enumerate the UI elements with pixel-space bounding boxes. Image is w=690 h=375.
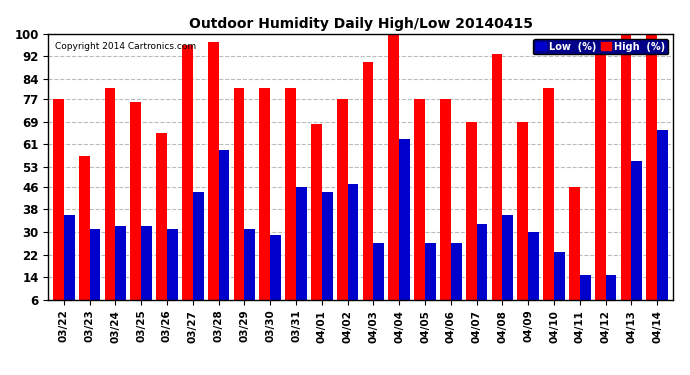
Bar bbox=[477, 224, 487, 317]
Bar bbox=[337, 99, 348, 317]
Bar bbox=[466, 122, 477, 317]
Bar bbox=[182, 45, 193, 317]
Bar bbox=[414, 99, 425, 317]
Legend: Low  (%), High  (%): Low (%), High (%) bbox=[533, 39, 668, 54]
Bar bbox=[63, 215, 75, 317]
Title: Outdoor Humidity Daily High/Low 20140415: Outdoor Humidity Daily High/Low 20140415 bbox=[188, 17, 533, 31]
Bar bbox=[425, 243, 436, 317]
Bar bbox=[244, 229, 255, 317]
Bar bbox=[141, 226, 152, 317]
Bar bbox=[647, 34, 658, 317]
Bar bbox=[658, 130, 668, 317]
Bar bbox=[362, 62, 373, 317]
Bar bbox=[400, 138, 410, 317]
Bar bbox=[620, 34, 631, 317]
Bar bbox=[296, 187, 307, 317]
Bar bbox=[554, 252, 565, 317]
Bar bbox=[518, 122, 529, 317]
Bar bbox=[373, 243, 384, 317]
Bar bbox=[156, 133, 167, 317]
Bar bbox=[311, 124, 322, 317]
Bar bbox=[569, 187, 580, 317]
Bar bbox=[90, 229, 101, 317]
Bar bbox=[529, 232, 539, 317]
Bar bbox=[451, 243, 462, 317]
Bar bbox=[234, 88, 244, 317]
Bar bbox=[115, 226, 126, 317]
Bar bbox=[167, 229, 178, 317]
Bar bbox=[491, 54, 502, 317]
Bar bbox=[270, 235, 281, 317]
Bar bbox=[440, 99, 451, 317]
Bar bbox=[595, 45, 606, 317]
Bar bbox=[259, 88, 270, 317]
Bar bbox=[208, 42, 219, 317]
Bar bbox=[322, 192, 333, 317]
Bar bbox=[285, 88, 296, 317]
Bar bbox=[130, 102, 141, 317]
Bar bbox=[105, 88, 115, 317]
Bar bbox=[53, 99, 63, 317]
Bar bbox=[606, 274, 616, 317]
Text: Copyright 2014 Cartronics.com: Copyright 2014 Cartronics.com bbox=[55, 42, 196, 51]
Bar bbox=[631, 161, 642, 317]
Bar bbox=[388, 34, 400, 317]
Bar bbox=[580, 274, 591, 317]
Bar bbox=[502, 215, 513, 317]
Bar bbox=[543, 88, 554, 317]
Bar bbox=[348, 184, 359, 317]
Bar bbox=[219, 150, 230, 317]
Bar bbox=[193, 192, 204, 317]
Bar bbox=[79, 156, 90, 317]
